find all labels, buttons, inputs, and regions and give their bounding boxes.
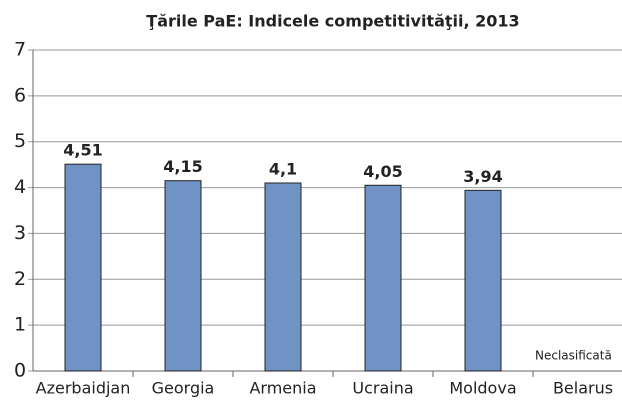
bar bbox=[164, 180, 202, 372]
y-tick-label: 5 bbox=[14, 130, 26, 152]
value-label: 3,94 bbox=[463, 167, 502, 186]
bar bbox=[364, 184, 402, 372]
x-tick-label: Belarus bbox=[553, 379, 613, 398]
x-tick-label: Georgia bbox=[152, 379, 215, 398]
y-tick-label: 7 bbox=[14, 39, 26, 61]
bar bbox=[264, 182, 302, 372]
y-tick-label: 1 bbox=[14, 314, 26, 336]
chart-title: Ţările PaE: Indicele competitivităţii, 2… bbox=[146, 12, 519, 31]
x-tick-label: Moldova bbox=[449, 379, 516, 398]
value-label: 4,05 bbox=[363, 162, 402, 181]
value-label: 4,51 bbox=[63, 141, 102, 160]
y-tick-label: 2 bbox=[14, 268, 26, 290]
value-label: 4,1 bbox=[269, 159, 297, 178]
value-label: 4,15 bbox=[163, 157, 202, 176]
x-tick-label: Armenia bbox=[249, 379, 316, 398]
y-tick-label: 4 bbox=[14, 176, 26, 198]
bar bbox=[464, 189, 502, 372]
y-tick-label: 3 bbox=[14, 222, 26, 244]
y-tick-label: 0 bbox=[14, 360, 26, 382]
annotation: Neclasificată bbox=[535, 349, 612, 363]
bar bbox=[64, 163, 102, 372]
x-tick-label: Ucraina bbox=[352, 379, 413, 398]
x-tick-label: Azerbaidjan bbox=[36, 379, 131, 398]
y-tick-label: 6 bbox=[14, 84, 26, 106]
